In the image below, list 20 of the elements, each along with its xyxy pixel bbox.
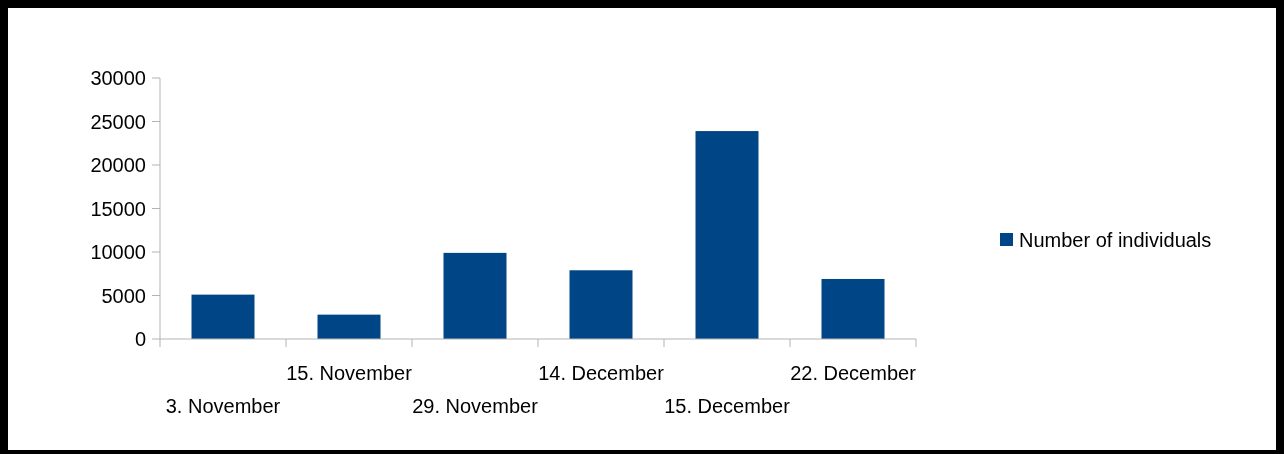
x-tick-label: 15. November <box>286 362 413 384</box>
y-tick-label: 25000 <box>90 110 146 133</box>
bar <box>569 270 633 339</box>
x-tick-label: 14. December <box>538 362 665 384</box>
y-tick-label: 20000 <box>90 154 146 176</box>
bar <box>191 294 255 339</box>
x-tick-label: 3. November <box>165 395 281 417</box>
bar <box>443 252 507 339</box>
bar <box>695 131 759 339</box>
x-tick-label: 15. December <box>664 395 791 417</box>
legend-label: Number of individuals <box>1019 229 1212 251</box>
y-tick-label: 10000 <box>90 241 146 263</box>
y-tick-label: 15000 <box>90 197 146 220</box>
x-tick-label: 29. November <box>412 395 539 417</box>
y-tick-label: 0 <box>134 328 146 350</box>
y-tick-label: 30000 <box>90 67 146 89</box>
bar <box>317 314 381 339</box>
bar <box>821 278 885 339</box>
y-tick-label: 5000 <box>101 284 146 307</box>
x-tick-label: 22. December <box>790 362 917 384</box>
